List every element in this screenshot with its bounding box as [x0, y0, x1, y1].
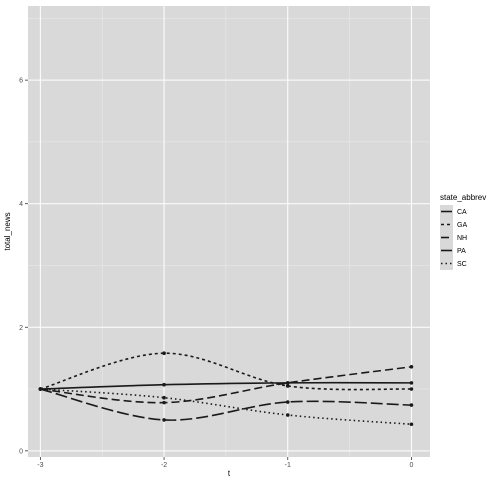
- legend: state_abbrev CA GA NH PA SC: [440, 193, 486, 270]
- y-tick-label: 4: [19, 201, 23, 208]
- data-point-ga: [285, 384, 290, 388]
- series-line-ca: [40, 381, 412, 390]
- data-point-sc: [38, 387, 43, 391]
- series-lines: [40, 352, 412, 426]
- x-axis-ticks: -3 -2 -1 0: [37, 457, 413, 469]
- data-point-pa: [409, 403, 414, 407]
- x-tick-label: -3: [37, 462, 43, 469]
- series-line-pa: [40, 388, 412, 421]
- data-point-nh: [409, 365, 414, 369]
- y-axis-title: total_news: [3, 212, 12, 250]
- data-point-ca: [162, 382, 166, 387]
- x-tick-label: 0: [409, 462, 413, 469]
- data-point-pa: [162, 418, 166, 422]
- legend-label-ga: GA: [457, 222, 467, 229]
- data-point-ga: [162, 351, 166, 356]
- minor-gridlines: [28, 6, 430, 457]
- x-tick-label: -1: [285, 462, 291, 469]
- legend-items: CA GA NH PA SC: [440, 205, 467, 270]
- legend-label-ca: CA: [457, 209, 467, 216]
- series-points: [38, 351, 414, 427]
- legend-label-pa: PA: [457, 248, 466, 255]
- data-point-ca: [409, 381, 414, 385]
- data-point-ga: [409, 387, 414, 391]
- data-point-nh: [162, 400, 166, 405]
- legend-title: state_abbrev: [440, 193, 486, 202]
- series-line-sc: [40, 388, 412, 426]
- y-tick-label: 2: [19, 325, 23, 332]
- data-point-pa: [285, 400, 290, 404]
- legend-label-nh: NH: [457, 235, 467, 242]
- data-point-nh: [285, 381, 290, 385]
- y-tick-label: 6: [19, 78, 23, 85]
- data-point-sc: [285, 413, 290, 417]
- x-axis-title: t: [228, 469, 231, 478]
- y-tick-label: 0: [19, 448, 23, 455]
- plot-panel: [28, 6, 430, 457]
- x-tick-label: -2: [161, 462, 167, 469]
- series-line-nh: [40, 366, 412, 404]
- y-axis-ticks: 0 2 4 6: [19, 78, 28, 455]
- data-point-sc: [162, 395, 166, 400]
- series-line-ga: [40, 352, 412, 391]
- data-point-sc: [409, 422, 414, 427]
- legend-key-ga: [440, 218, 453, 231]
- legend-label-sc: SC: [457, 261, 467, 268]
